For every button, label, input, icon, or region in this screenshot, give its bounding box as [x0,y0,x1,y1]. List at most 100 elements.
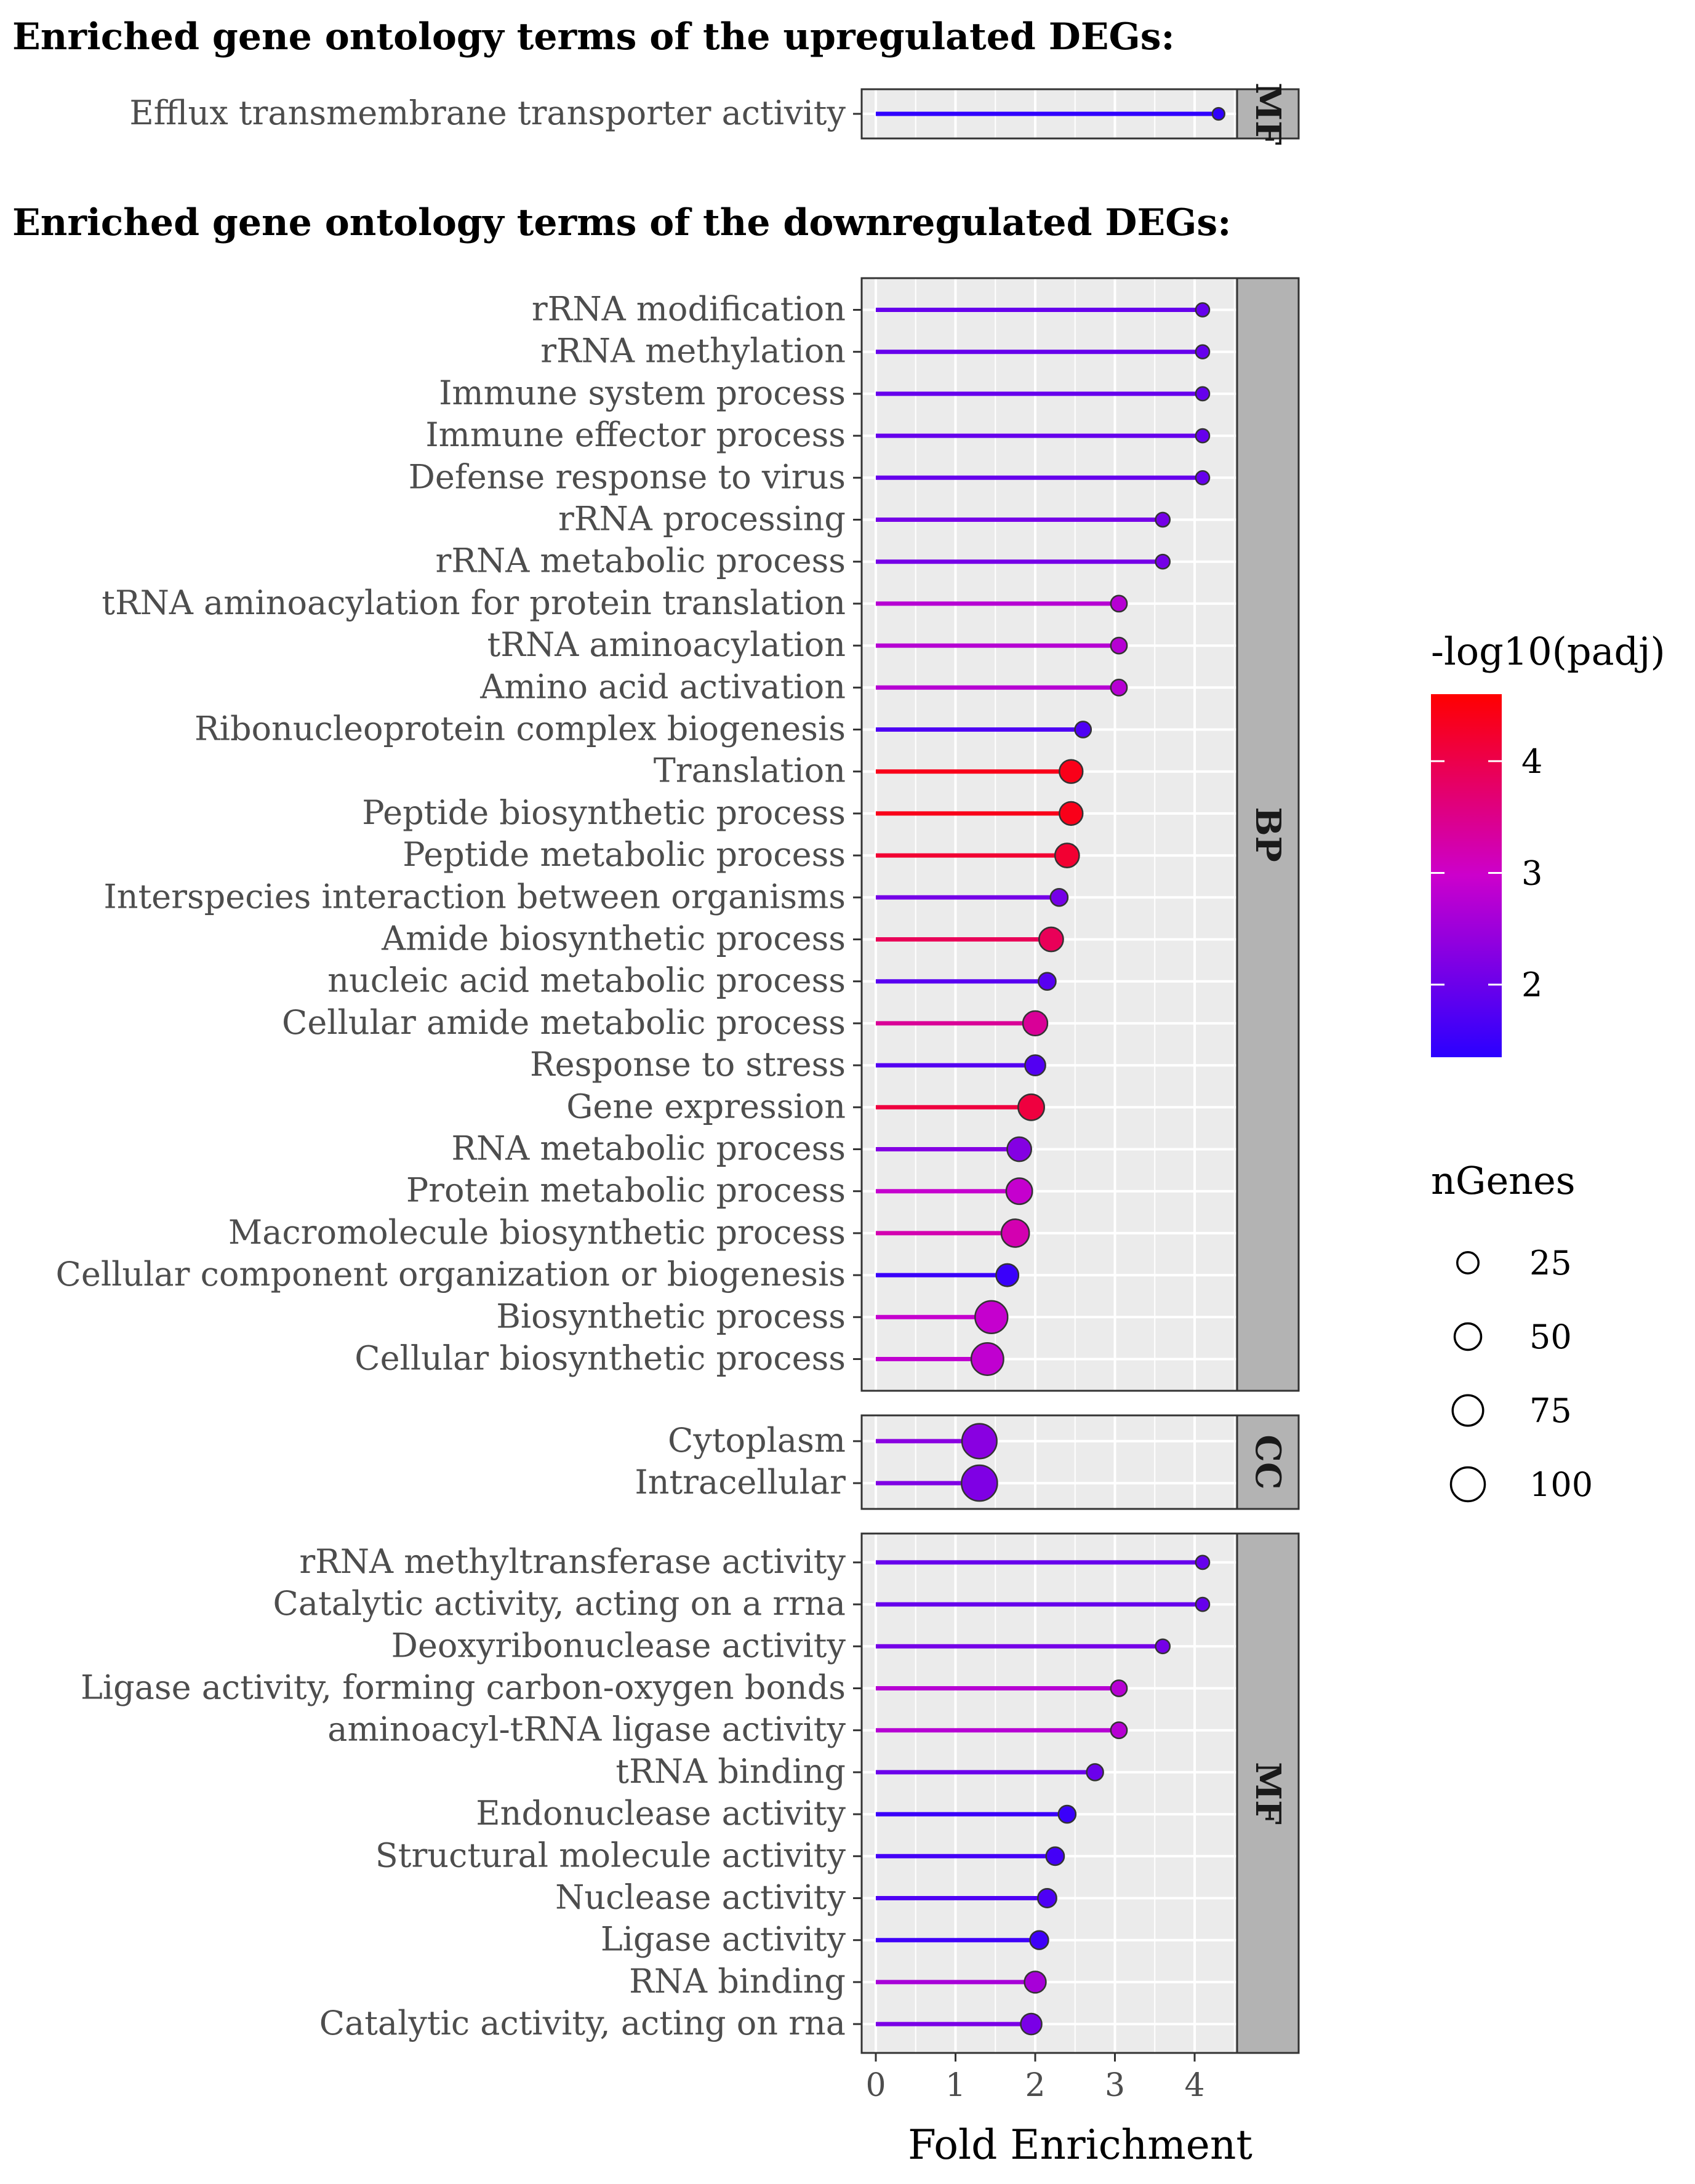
legends: -log10(padj) 2 3 4 nGenes 25 50 75 100 [1431,629,1665,1504]
lollipop-point [961,1423,998,1460]
upregulated-heading: Enriched gene ontology terms of the upre… [12,15,1175,58]
term-label: Nuclease activity [555,1878,846,1917]
term-label: rRNA methyltransferase activity [299,1542,846,1581]
lollipop-point [1038,972,1057,991]
term-label: Amide biosynthetic process [381,919,846,958]
term-label: Cellular component organization or bioge… [56,1255,846,1294]
lollipop-point [1155,553,1171,570]
term-label: Intracellular [635,1463,846,1502]
lollipop-point [1049,887,1069,907]
x-axis-title: Fold Enrichment [908,2121,1252,2169]
size-legend-title: nGenes [1431,1158,1576,1203]
lollipop-point [1110,1679,1128,1697]
x-tick-label: 4 [1184,2067,1204,2104]
term-label: Efflux transmembrane transporter activit… [129,94,846,132]
panel-background [862,278,1237,1391]
strip-label: CC [1248,1434,1288,1489]
lollipop-point [1020,2012,1043,2036]
lollipop-point [1110,1721,1128,1740]
term-label: rRNA modification [532,290,846,329]
panel-up-mf: Efflux transmembrane transporter activit… [129,82,1300,145]
size-legend-circle [1449,1466,1486,1503]
strip-label: BP [1248,807,1288,862]
term-label: Immune system process [439,374,846,412]
term-label: Structural molecule activity [375,1836,846,1874]
lollipop-point [1195,302,1211,318]
lollipop-point [974,1300,1009,1334]
lollipop-point [1057,1804,1077,1824]
lollipop-point [1024,1054,1046,1076]
color-legend-title: -log10(padj) [1431,629,1665,674]
size-legend: nGenes 25 50 75 100 [1431,1158,1593,1504]
term-label: rRNA methylation [540,332,846,370]
term-label: Cellular biosynthetic process [355,1339,846,1378]
term-label: Ribonucleoprotein complex biogenesis [194,710,846,748]
lollipop-point [1195,428,1211,444]
lollipop-point [1005,1177,1033,1206]
size-legend-label: 25 [1529,1244,1572,1282]
x-tick-label: 0 [865,2067,886,2104]
term-label: Catalytic activity, acting on rna [319,2004,846,2042]
strip-label: MF [1248,82,1288,145]
term-label: Cytoplasm [668,1421,846,1460]
strip-background [1236,1532,1300,2054]
lollipop-point [1029,1930,1049,1950]
size-legend-circle [1451,1394,1485,1427]
term-label: Interspecies interaction between organis… [103,877,846,916]
term-label: Ligase activity [601,1920,846,1959]
lollipop-point [1086,1763,1104,1782]
size-legend-label: 100 [1529,1465,1593,1504]
downregulated-heading: Enriched gene ontology terms of the down… [12,201,1231,244]
term-label: RNA metabolic process [451,1129,846,1168]
term-label: Endonuclease activity [476,1794,846,1833]
term-label: Ligase activity, forming carbon-oxygen b… [81,1668,846,1707]
term-label: Biosynthetic process [496,1297,846,1335]
size-legend-circle [1456,1251,1480,1274]
color-bar [1431,694,1502,1057]
lollipop-point [1110,678,1128,697]
term-label: Immune effector process [425,415,846,454]
lollipop-point [1195,1596,1211,1612]
term-label: Protein metabolic process [406,1171,846,1210]
term-label: tRNA aminoacylation [487,625,846,664]
size-legend-label: 50 [1529,1318,1572,1356]
lollipop-point [1195,1554,1211,1570]
term-label: Gene expression [566,1087,846,1126]
lollipop-point [1038,926,1064,953]
lollipop-point [1024,1970,1047,1994]
term-label: Peptide metabolic process [403,835,846,874]
panel-down-mf: rRNA methyltransferase activityCatalytic… [81,1532,1300,2054]
lollipop-point [961,1464,998,1502]
term-label: rRNA processing [558,500,846,538]
term-label: Translation [654,751,846,790]
term-label: Peptide biosynthetic process [362,793,846,832]
term-label: Macromolecule biosynthetic process [228,1213,846,1252]
color-legend-label: 3 [1521,854,1542,892]
x-tick-label: 3 [1105,2067,1125,2104]
panel-background [862,1534,1237,2053]
term-label: Amino acid activation [479,667,846,706]
lollipop-point [1000,1218,1030,1248]
lollipop-point [1036,1888,1057,1908]
term-label: tRNA aminoacylation for protein translat… [102,583,846,622]
x-tick-label: 2 [1025,2067,1045,2104]
lollipop-point [1017,1093,1045,1121]
x-axis: 0 1 2 3 4 Fold Enrichment [865,2053,1252,2169]
term-label: Catalytic activity, acting on a rrna [273,1584,846,1623]
strip-label: MF [1248,1762,1288,1825]
lollipop-point [1045,1846,1065,1866]
lollipop-point [1155,1638,1171,1655]
color-legend-label: 2 [1521,966,1542,1004]
lollipop-point [1059,801,1084,826]
x-tick-label: 1 [945,2067,966,2104]
lollipop-point [1054,842,1080,868]
lollipop-point [1059,759,1084,784]
size-legend-circle [1453,1322,1483,1351]
term-label: Cellular amide metabolic process [282,1003,846,1042]
lollipop-point [1195,470,1211,486]
lollipop-point [1195,344,1211,360]
strip-background [1236,277,1300,1392]
